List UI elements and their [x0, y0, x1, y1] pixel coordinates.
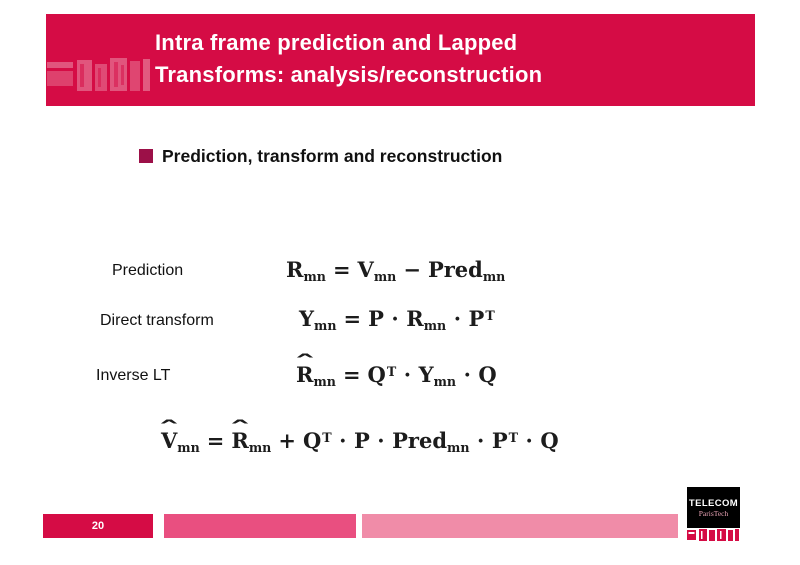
equation-reconstruction: Vmn=Rmn+QT⋅P⋅Predmn⋅PT⋅Q — [161, 428, 559, 455]
page-number: 20 — [91, 520, 105, 532]
equation-direct-transform: Ymn = P ⋅ Rmn ⋅ PT — [299, 306, 495, 333]
label-inverse-lt: Inverse LT — [96, 367, 171, 384]
bullet-text: Prediction, transform and reconstruction — [162, 146, 503, 166]
footer-bar-light-pink — [362, 514, 678, 538]
telecom-logo-subtitle: ParisTech — [698, 508, 729, 518]
bullet-square-icon — [139, 149, 153, 163]
footer-bar-medium-pink — [164, 514, 356, 538]
telecom-logo-title: TELECOM — [688, 497, 739, 509]
telecom-paristech-mark-header — [47, 58, 150, 91]
telecom-paristech-logo: TELECOM ParisTech — [687, 487, 740, 528]
bullet-row: Prediction, transform and reconstruction — [139, 146, 502, 167]
page-title-line2: Transforms: analysis/reconstruction — [155, 62, 543, 87]
page-title: Intra frame prediction and Lapped Transf… — [155, 27, 542, 91]
label-direct-transform: Direct transform — [100, 312, 214, 329]
page-title-line1: Intra frame prediction and Lapped — [155, 30, 518, 55]
page-number-bar: 20 — [43, 514, 153, 538]
equation-inverse-lt: Rmn=QT⋅Ymn⋅Q — [296, 362, 497, 389]
header-bar: Intra frame prediction and Lapped Transf… — [46, 14, 755, 106]
label-prediction: Prediction — [112, 262, 184, 279]
telecom-paristech-mark-footer — [687, 529, 739, 541]
equation-prediction: Rmn = Vmn − Predmn — [286, 257, 506, 284]
